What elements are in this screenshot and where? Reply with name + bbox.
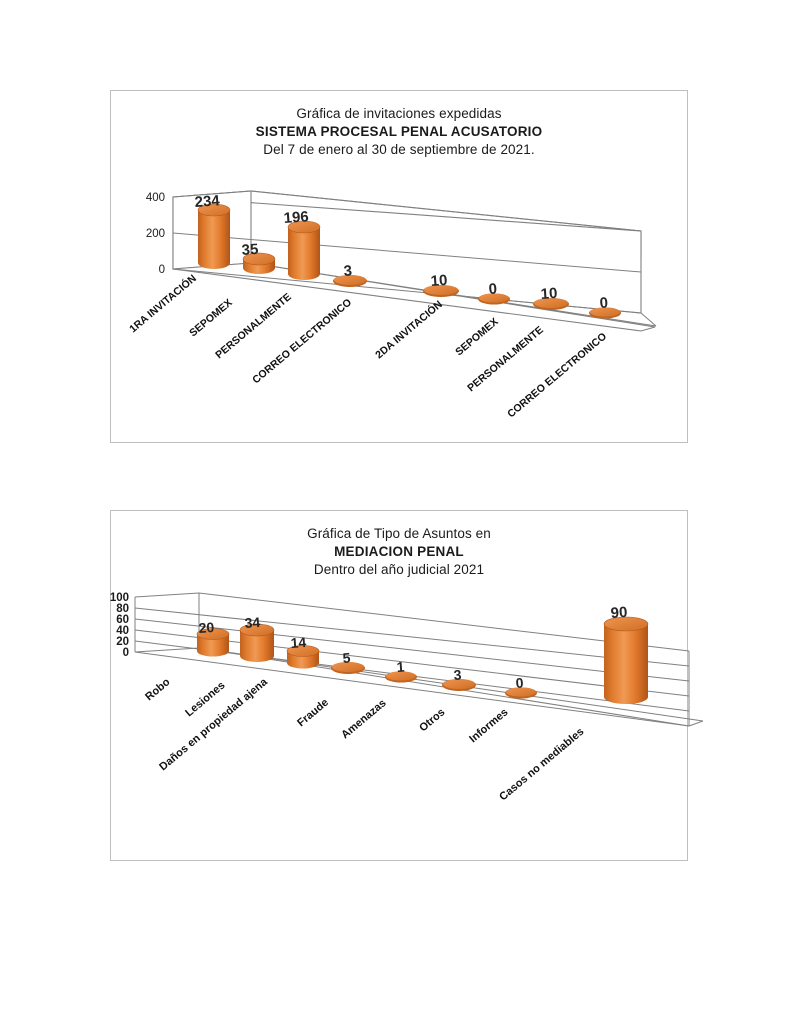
chart-2-dlabel-2: 14 — [290, 634, 307, 651]
chart-2-dlabel-6: 0 — [515, 674, 524, 691]
chart-2-dlabel-4: 1 — [396, 658, 405, 675]
chart-1-frame: Gráfica de invitaciones expedidas SISTEM… — [110, 90, 688, 443]
chart-1-walls — [172, 190, 657, 332]
chart-2-ytick-2: 60 — [116, 614, 129, 626]
bar-casos-no-mediables[interactable] — [603, 616, 649, 704]
bar-personalmente-2[interactable] — [533, 298, 569, 310]
chart-2-ytick-3: 40 — [116, 625, 129, 637]
chart-1-data-labels: 234 35 196 3 10 0 10 0 — [194, 192, 609, 312]
chart-1-dlabel-1: 35 — [241, 241, 259, 259]
chart-2-title-block: Gráfica de Tipo de Asuntos en MEDIACION … — [111, 525, 687, 579]
chart-1-dlabel-7: 0 — [599, 294, 609, 312]
chart-2-catlabel-0: Robo — [143, 676, 172, 703]
chart-1-title-line2: SISTEMA PROCESAL PENAL ACUSATORIO — [255, 124, 543, 140]
chart-1-y-axis: 400 200 0 — [146, 192, 165, 276]
chart-2-ytick-4: 20 — [116, 636, 129, 648]
chart-2-dlabel-5: 3 — [453, 666, 462, 683]
chart-2-catlabel-5: Otros — [417, 706, 447, 734]
chart-2-catlabel-4: Amenazas — [339, 697, 388, 741]
chart-2-title-line2: MEDIACION PENAL — [334, 544, 464, 560]
chart-1-ytick-0: 400 — [146, 192, 165, 204]
bar-sepomex-2[interactable] — [478, 293, 510, 305]
chart-2-dlabel-3: 5 — [342, 649, 351, 666]
bar-lesiones[interactable] — [239, 623, 275, 662]
chart-1-ytick-2: 0 — [159, 264, 165, 276]
chart-2-ytick-0: 100 — [110, 592, 129, 604]
bar-personalmente-1[interactable] — [287, 220, 321, 280]
chart-2-title-line1: Gráfica de Tipo de Asuntos en — [307, 526, 491, 541]
bar-correo-electronico-1[interactable] — [333, 275, 367, 287]
chart-2-title-line3: Dentro del año judicial 2021 — [313, 562, 485, 578]
chart-1-dlabel-0: 234 — [194, 192, 221, 211]
chart-2-ytick-5: 0 — [123, 647, 129, 659]
chart-2-svg: 100 80 60 40 20 0 20 34 14 5 1 3 0 90 — [110, 592, 704, 804]
bar-2da-invitacion[interactable] — [423, 285, 459, 297]
chart-1-bars — [197, 203, 621, 319]
chart-2-frame: Gráfica de Tipo de Asuntos en MEDIACION … — [110, 510, 704, 861]
chart-1-svg: 400 200 0 234 35 196 3 10 0 10 0 1 — [127, 190, 657, 420]
chart-2-catlabel-6: Informes — [467, 706, 510, 745]
bar-robo[interactable] — [196, 628, 230, 657]
bar-amenazas[interactable] — [385, 671, 417, 683]
chart-1-dlabel-3: 3 — [343, 262, 353, 280]
chart-2-catlabel-3: Fraude — [295, 697, 331, 730]
chart-1-ytick-1: 200 — [146, 228, 165, 240]
chart-2-dlabel-7: 90 — [610, 604, 628, 622]
chart-1-title-line3: Del 7 de enero al 30 de septiembre de 20… — [263, 142, 535, 158]
chart-1-dlabel-4: 10 — [430, 272, 448, 290]
chart-2-y-axis: 100 80 60 40 20 0 — [110, 592, 129, 659]
chart-1-title-line1: Gráfica de invitaciones expedidas — [296, 106, 502, 121]
chart-2-bars — [196, 616, 649, 704]
bar-1ra-invitacion[interactable] — [197, 203, 231, 269]
bar-informes[interactable] — [505, 687, 537, 699]
chart-2-dlabel-1: 34 — [244, 614, 261, 631]
chart-1-catlabel-0: 1RA INVITACIÓN — [127, 272, 199, 336]
chart-1-dlabel-2: 196 — [283, 208, 309, 227]
chart-1-dlabel-6: 10 — [540, 285, 558, 303]
chart-1-catlabel-5: SEPOMEX — [453, 316, 500, 359]
chart-1-dlabel-5: 0 — [488, 280, 498, 298]
bar-otros[interactable] — [442, 679, 476, 691]
chart-2-plot-area: 100 80 60 40 20 0 20 34 14 5 1 3 0 90 — [110, 511, 704, 860]
bar-fraude[interactable] — [331, 662, 365, 674]
bar-danos-en-propiedad-ajena[interactable] — [286, 645, 320, 669]
chart-1-catlabel-1: SEPOMEX — [187, 297, 234, 340]
chart-1-catlabel-4: 2DA INVITACIÓN — [373, 298, 445, 362]
chart-2-data-labels: 20 34 14 5 1 3 0 90 — [198, 604, 628, 691]
bar-correo-electronico-2[interactable] — [589, 307, 621, 319]
chart-1-plot-area: 400 200 0 234 35 196 3 10 0 10 0 1 — [111, 91, 687, 442]
chart-2-dlabel-0: 20 — [198, 619, 215, 636]
chart-2-ytick-1: 80 — [116, 603, 129, 615]
chart-2-catlabel-7: Casos no mediables — [497, 726, 586, 804]
bar-sepomex-1[interactable] — [242, 252, 276, 274]
chart-1-title-block: Gráfica de invitaciones expedidas SISTEM… — [111, 105, 687, 159]
